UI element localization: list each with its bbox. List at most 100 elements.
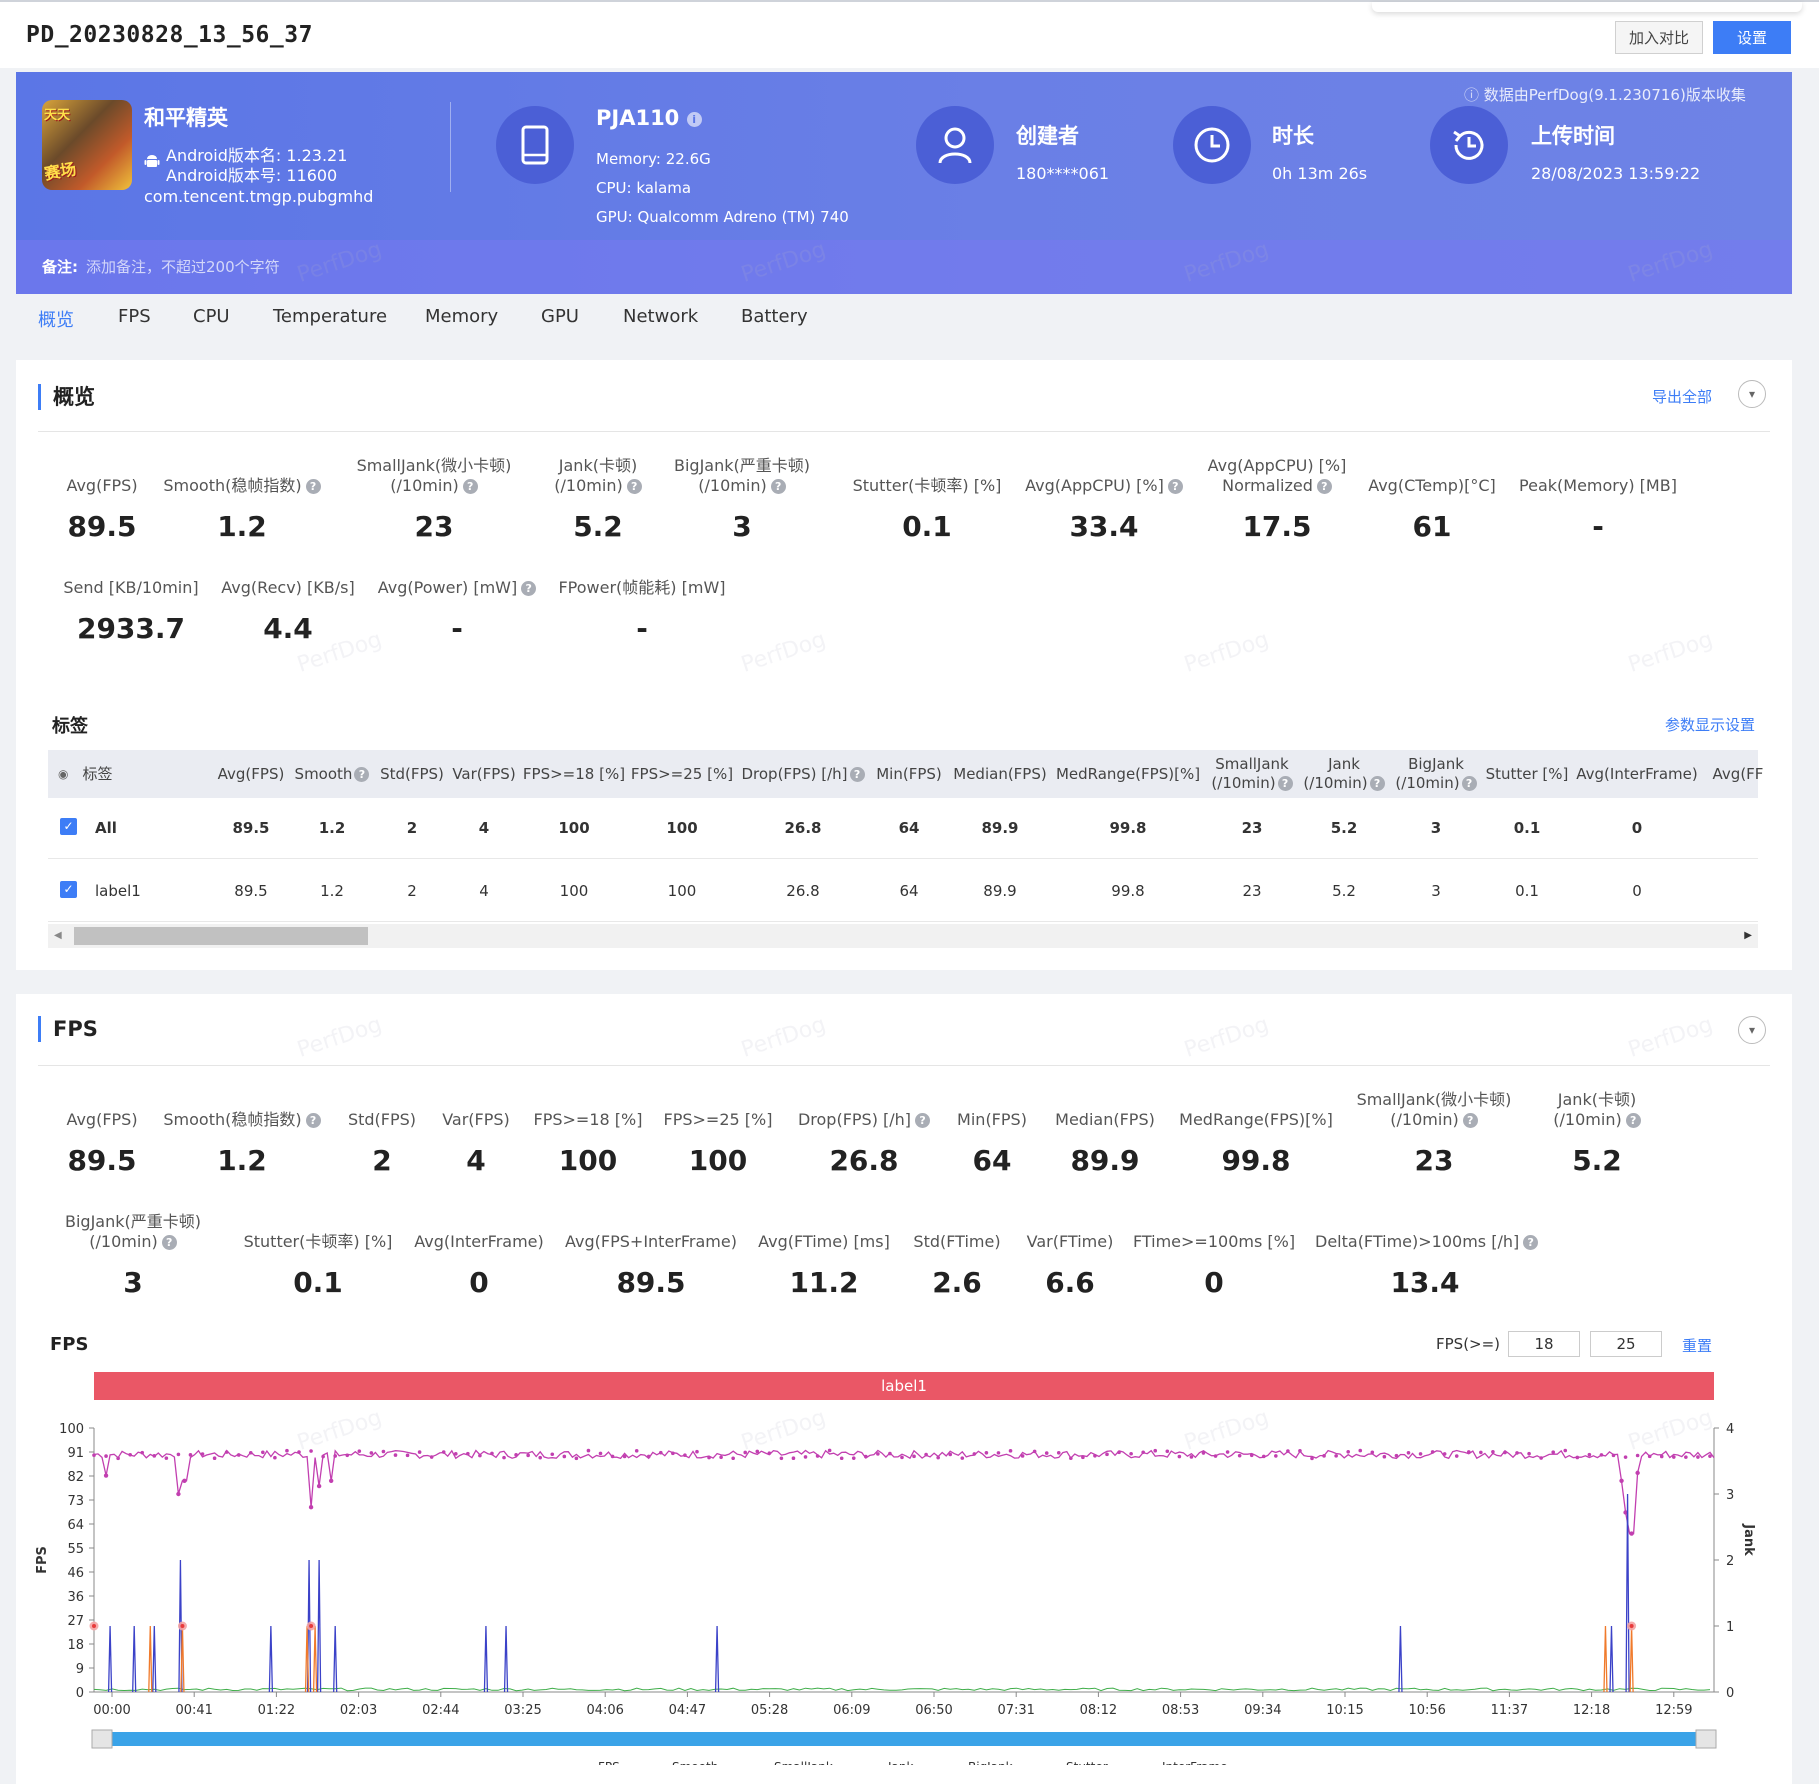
help-icon[interactable]: ? [354, 766, 370, 782]
fps-threshold-2-input[interactable]: 25 [1590, 1331, 1662, 1357]
metric-std-fps: Std(FPS) 2 [272, 1090, 492, 1177]
time-range-slider[interactable] [94, 1732, 1714, 1746]
help-icon[interactable]: ? [305, 1113, 321, 1128]
fps-section-title: FPS [38, 1016, 98, 1042]
table-cell: 4 [478, 819, 490, 837]
collapse-fps-icon[interactable]: ▾ [1738, 1016, 1766, 1044]
tab-temperature[interactable]: Temperature [273, 306, 388, 327]
metric-label: Stutter(卡顿率) [%] [817, 456, 1037, 496]
tab-memory[interactable]: Memory [425, 306, 499, 327]
scroll-left-icon[interactable]: ◀ [54, 930, 62, 941]
fps-series-point [514, 1453, 518, 1457]
collapse-overview-icon[interactable]: ▾ [1738, 380, 1766, 408]
help-icon[interactable]: ? [521, 581, 537, 596]
metric-stutter: Stutter(卡顿率) [%] 0.1 [817, 456, 1037, 543]
help-icon[interactable]: ? [770, 479, 786, 494]
metric-value: 2933.7 [76, 612, 186, 645]
help-icon[interactable]: ? [849, 766, 865, 782]
settings-button[interactable]: 设置 [1713, 21, 1791, 54]
fps-series-point [345, 1453, 350, 1458]
table-cell: 0 [1631, 819, 1643, 837]
note-input[interactable]: 添加备注，不超过200个字符 [86, 258, 280, 276]
tab-overview[interactable]: 概览 [38, 310, 74, 331]
package-name: com.tencent.tmgp.pubgmhd [144, 187, 374, 206]
tab-gpu[interactable]: GPU [541, 306, 579, 327]
fps-series-point [1503, 1450, 1507, 1455]
tab-network[interactable]: Network [623, 306, 699, 327]
fps-series-point [900, 1455, 904, 1460]
table-header-label: MedRange(FPS)[%] [1056, 765, 1200, 784]
table-header-sub: (/10min) [1303, 774, 1368, 792]
table-header-cell: Avg(FF [1678, 750, 1798, 798]
metric-label: Peak(Memory) [MB] [1488, 456, 1708, 496]
x-tick-label: 02:03 [340, 1703, 377, 1718]
row-checkbox[interactable]: ✓ [60, 881, 77, 898]
reset-link[interactable]: 重置 [1682, 1337, 1713, 1355]
help-icon[interactable]: ? [161, 1235, 177, 1250]
table-header-cell: Drop(FPS) [/h]? [741, 750, 865, 798]
metric-label: Median(FPS) [995, 1090, 1215, 1130]
slider-right-handle[interactable] [1695, 1729, 1717, 1749]
fps-series-point [1189, 1455, 1194, 1459]
tab-cpu[interactable]: CPU [193, 306, 230, 327]
metric-label-text: Smooth(稳帧指数) [163, 476, 302, 495]
legend-label[interactable]: Smooth [672, 1760, 718, 1765]
table-horizontal-scrollbar[interactable]: ◀ ▶ [48, 924, 1758, 948]
x-tick-label: 06:09 [833, 1703, 870, 1718]
tab-battery[interactable]: Battery [741, 306, 808, 327]
row-checkbox[interactable]: ✓ [60, 818, 77, 835]
table-row[interactable]: ✓ All 89.5 1.2 2 4 100 100 26.8 64 89.9 99.8 23 5.2 3 0… [48, 798, 1758, 859]
help-icon[interactable]: ? [1277, 776, 1293, 791]
table-cell: 0.1 [1513, 819, 1541, 837]
fps-series-point [1659, 1454, 1664, 1459]
visibility-eye-icon[interactable]: ◉ [58, 766, 69, 781]
fps-series-point [743, 1450, 748, 1455]
export-all-link[interactable]: 导出全部 [1652, 388, 1713, 406]
help-icon[interactable]: ? [915, 1113, 931, 1128]
y2-tick-label: 3 [1726, 1488, 1734, 1503]
smalljank-spike [1398, 1625, 1403, 1693]
fps-series-point [405, 1453, 410, 1458]
tab-fps[interactable]: FPS [118, 306, 151, 327]
table-row[interactable]: ✓ label1 89.5 1.2 2 4 100 100 26.8 64 89.9 99.8 23 5.… [48, 861, 1758, 922]
add-compare-button[interactable]: 加入对比 [1615, 21, 1703, 54]
legend-label[interactable]: FPS [598, 1760, 620, 1765]
help-icon[interactable]: ? [1523, 1235, 1539, 1250]
legend-label[interactable]: InterFrame [1162, 1760, 1228, 1765]
legend-label[interactable]: Stutter [1066, 1760, 1108, 1765]
fps-series-point [1611, 1453, 1616, 1458]
fps-threshold-1-input[interactable]: 18 [1508, 1331, 1580, 1357]
metric-label-text: Smooth(稳帧指数) [163, 1110, 302, 1129]
x-tick-label: 04:47 [669, 1703, 706, 1718]
metric-label: FPower(帧能耗) [mW] [532, 558, 752, 598]
help-icon[interactable]: ? [626, 479, 642, 494]
device-info-icon[interactable]: i [686, 111, 702, 127]
help-icon[interactable]: ? [1167, 479, 1183, 494]
legend-label[interactable]: BigJank [968, 1760, 1013, 1765]
fps-dip-point [308, 1505, 314, 1510]
metric-label: Avg(FPS) [0, 456, 212, 496]
table-header-label: 标签 [82, 765, 112, 784]
metric-label: BigJank(严重卡顿) (/10min)? [23, 1212, 243, 1252]
help-icon[interactable]: ? [1461, 776, 1477, 791]
help-icon[interactable]: ? [1316, 479, 1332, 494]
param-display-settings-link[interactable]: 参数显示设置 [1665, 716, 1756, 734]
table-header-cell: Smooth? [272, 750, 392, 798]
legend-label[interactable]: Jank [887, 1760, 913, 1765]
fps-series-point [1575, 1455, 1580, 1460]
label-range-bar[interactable]: label1 [94, 1372, 1714, 1400]
legend-label[interactable]: SmallJank [774, 1760, 833, 1765]
slider-left-handle[interactable] [91, 1729, 113, 1749]
help-icon[interactable]: ? [1625, 1113, 1641, 1128]
metric-value: 13.4 [1390, 1266, 1460, 1299]
help-icon[interactable]: ? [305, 479, 321, 494]
table-cell: 5.2 [1330, 819, 1358, 837]
help-icon[interactable]: ? [462, 479, 478, 494]
help-icon[interactable]: ? [1369, 776, 1385, 791]
help-icon[interactable]: ? [1462, 1113, 1478, 1128]
fps-series-point [767, 1451, 772, 1455]
scroll-right-icon[interactable]: ▶ [1744, 930, 1752, 941]
metric-label: Min(FPS) [882, 1090, 1102, 1130]
table-scroll-thumb[interactable] [74, 927, 368, 945]
table-header-label: BigJank (/10min)? [1395, 755, 1477, 793]
